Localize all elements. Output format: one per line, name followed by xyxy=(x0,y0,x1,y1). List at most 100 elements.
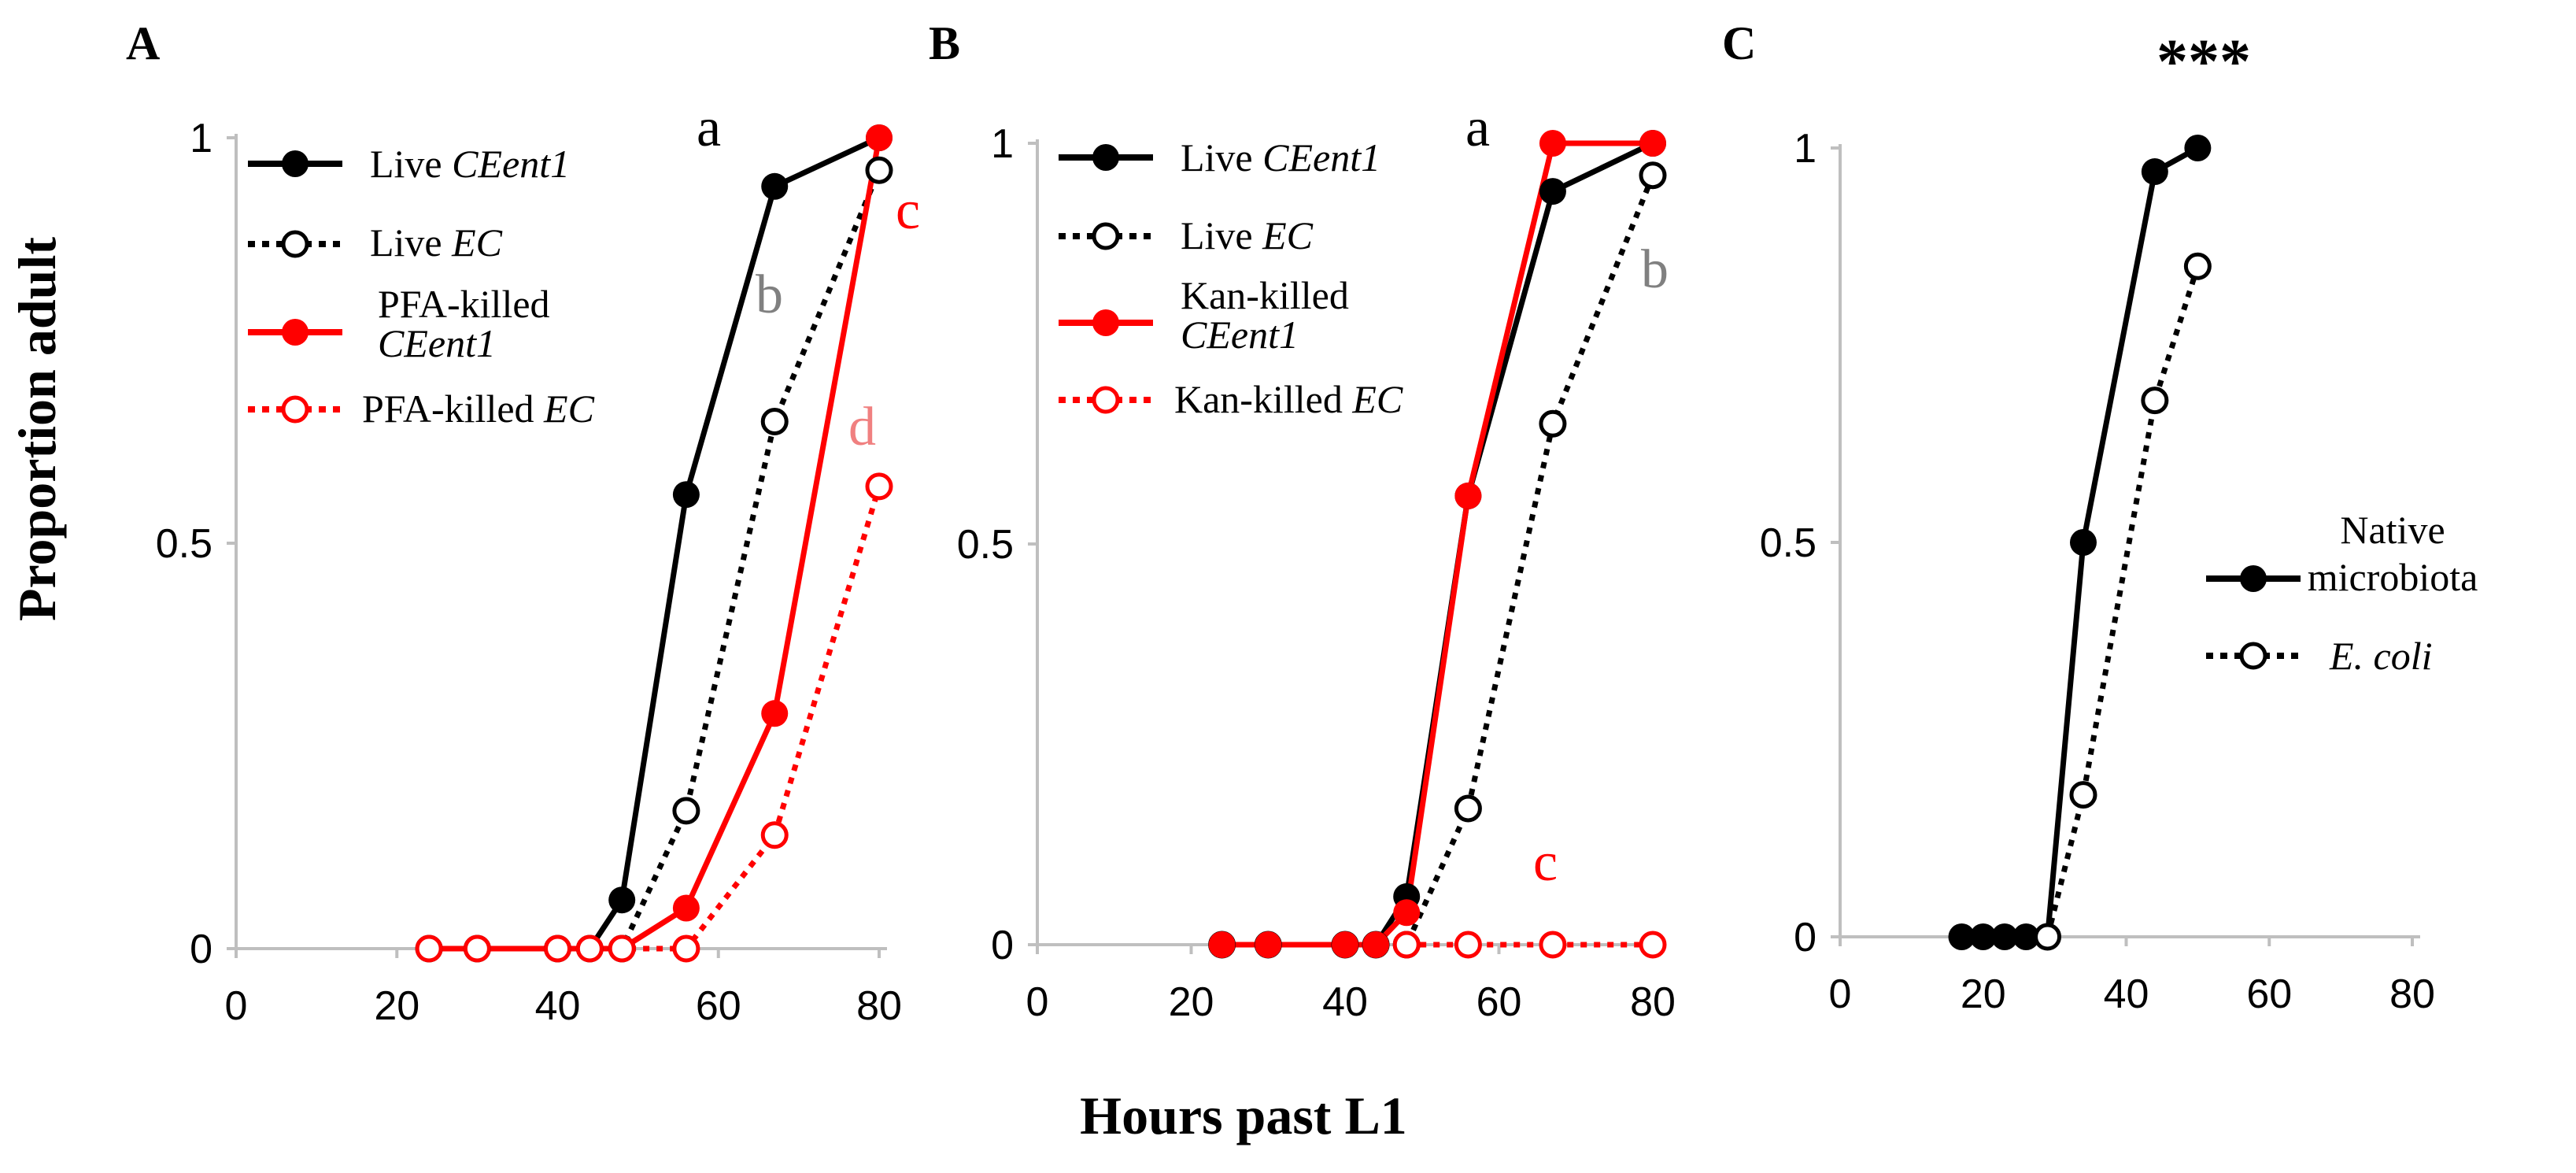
y-tick-label: 0 xyxy=(1794,915,1817,960)
legend-marker-live-ceent1 xyxy=(1092,144,1119,171)
data-point xyxy=(1255,931,1282,958)
data-point xyxy=(1392,931,1421,959)
x-tick-label: 60 xyxy=(1476,979,1522,1025)
legend-label-live-ec: Live EC xyxy=(370,220,503,265)
data-point xyxy=(415,934,443,963)
data-point xyxy=(672,934,700,963)
legend-marker-pfa-ec xyxy=(281,395,309,424)
sig-letter-b: b xyxy=(1641,239,1669,300)
data-point xyxy=(1639,161,1667,190)
data-point xyxy=(1639,130,1666,157)
data-point xyxy=(2184,135,2212,161)
x-tick-label: 20 xyxy=(1961,971,2006,1017)
data-point xyxy=(608,886,636,914)
y-tick-label: 1 xyxy=(991,121,1014,167)
legend-label-live-ceent1: Live CEent1 xyxy=(1181,135,1380,179)
data-point xyxy=(2183,252,2212,280)
x-tick-label: 20 xyxy=(1169,979,1214,1025)
data-point xyxy=(1539,409,1567,438)
y-tick-label: 0.5 xyxy=(156,521,213,567)
data-point xyxy=(1539,130,1566,157)
legend-label-pfa-ceent1-line1: PFA-killed xyxy=(378,282,550,326)
x-tick-label: 60 xyxy=(696,983,741,1029)
data-point xyxy=(2069,529,2097,556)
x-tick-label: 80 xyxy=(856,983,902,1029)
legend-label-pfa-ec: PFA-killed EC xyxy=(362,387,595,431)
data-point xyxy=(2034,923,2062,951)
data-point xyxy=(544,934,571,963)
sig-letter-a: a xyxy=(697,98,721,158)
legend-marker-native xyxy=(2240,565,2267,592)
data-point xyxy=(1454,794,1482,823)
y-tick-label: 0 xyxy=(190,927,213,972)
panel-a-plot: 0 0.5 1 0 20 40 60 80 xyxy=(156,116,902,1029)
panel-a: A 0 0.5 1 0 20 40 60 80 Live CEent1 Live EC PFA… xyxy=(126,17,920,1029)
data-point xyxy=(1393,899,1421,927)
legend-label-ecoli: E. coli xyxy=(2329,634,2433,678)
x-tick-label: 60 xyxy=(2246,971,2292,1017)
x-tick-label: 0 xyxy=(1829,971,1852,1017)
x-tick-label: 20 xyxy=(374,983,419,1029)
legend-marker-live-ceent1 xyxy=(282,150,309,177)
data-point xyxy=(2069,781,2097,809)
series-line-3 xyxy=(429,485,882,952)
data-point xyxy=(575,934,604,963)
x-tick-label: 80 xyxy=(2389,971,2435,1017)
panel-c-letter: C xyxy=(1722,17,1756,69)
data-point xyxy=(672,481,700,509)
panel-b: B 0 0.5 1 0 20 40 60 80 Live CEent1 Live EC Kan… xyxy=(929,17,1676,1025)
data-point xyxy=(761,172,789,200)
x-tick-label: 40 xyxy=(1322,979,1368,1025)
data-point xyxy=(1991,923,2019,950)
y-tick-label: 0.5 xyxy=(1760,520,1817,566)
legend-marker-live-ec xyxy=(281,230,309,258)
x-tick-label: 40 xyxy=(2104,971,2149,1017)
legend-label-live-ec: Live EC xyxy=(1181,213,1314,257)
y-tick-label: 1 xyxy=(1794,126,1817,172)
data-point xyxy=(1969,923,1997,950)
data-point xyxy=(1539,931,1567,959)
data-point xyxy=(866,124,893,151)
sig-letter-d: d xyxy=(848,397,876,457)
significance-stars: *** xyxy=(2157,28,2251,97)
panel-b-legend: Live CEent1 Live EC Kan-killed CEent1 Ka… xyxy=(1059,135,1403,421)
data-point xyxy=(1332,931,1358,958)
panel-c-plot: 0 0.5 1 0 20 40 60 80 xyxy=(1760,126,2435,1017)
data-point xyxy=(672,894,700,922)
x-tick-label: 0 xyxy=(225,983,248,1029)
data-point xyxy=(2141,158,2168,186)
series-line-0 xyxy=(1221,140,1654,948)
data-point xyxy=(1454,931,1482,959)
legend-label-kan-ceent1-line2: CEent1 xyxy=(1181,313,1299,357)
panel-c-legend: Native microbiota E. coli xyxy=(2206,508,2478,678)
data-point xyxy=(1539,178,1566,205)
legend-label-pfa-ceent1-line2: CEent1 xyxy=(378,321,496,365)
data-point xyxy=(761,700,789,727)
data-point xyxy=(2141,387,2169,415)
data-point xyxy=(463,934,491,963)
sig-letter-c: c xyxy=(1533,832,1558,893)
x-tick-label: 0 xyxy=(1026,979,1049,1025)
data-point xyxy=(672,797,700,825)
data-point xyxy=(608,934,636,963)
panel-b-letter: B xyxy=(929,17,960,69)
sig-letter-c: c xyxy=(896,180,920,241)
y-axis-title: Proportion adult xyxy=(7,237,67,621)
panel-a-letter: A xyxy=(126,17,160,69)
data-point xyxy=(1454,482,1482,509)
data-point xyxy=(760,821,789,849)
data-point xyxy=(1639,931,1667,959)
x-tick-label: 80 xyxy=(1630,979,1676,1025)
x-axis-title: Hours past L1 xyxy=(1080,1086,1407,1145)
legend-label-native-line1: Native xyxy=(2340,508,2445,552)
data-point xyxy=(2012,923,2040,950)
legend-marker-kan-ec xyxy=(1092,386,1120,414)
legend-marker-pfa-ceent1 xyxy=(282,319,309,346)
x-tick-label: 40 xyxy=(535,983,581,1029)
data-point xyxy=(1948,923,1975,950)
legend-marker-kan-ceent1 xyxy=(1092,309,1119,336)
data-point xyxy=(865,472,893,501)
legend-marker-live-ec xyxy=(1092,222,1120,250)
panel-c: C *** 0 0.5 1 0 20 40 60 80 Native microbiota E… xyxy=(1722,17,2478,1017)
